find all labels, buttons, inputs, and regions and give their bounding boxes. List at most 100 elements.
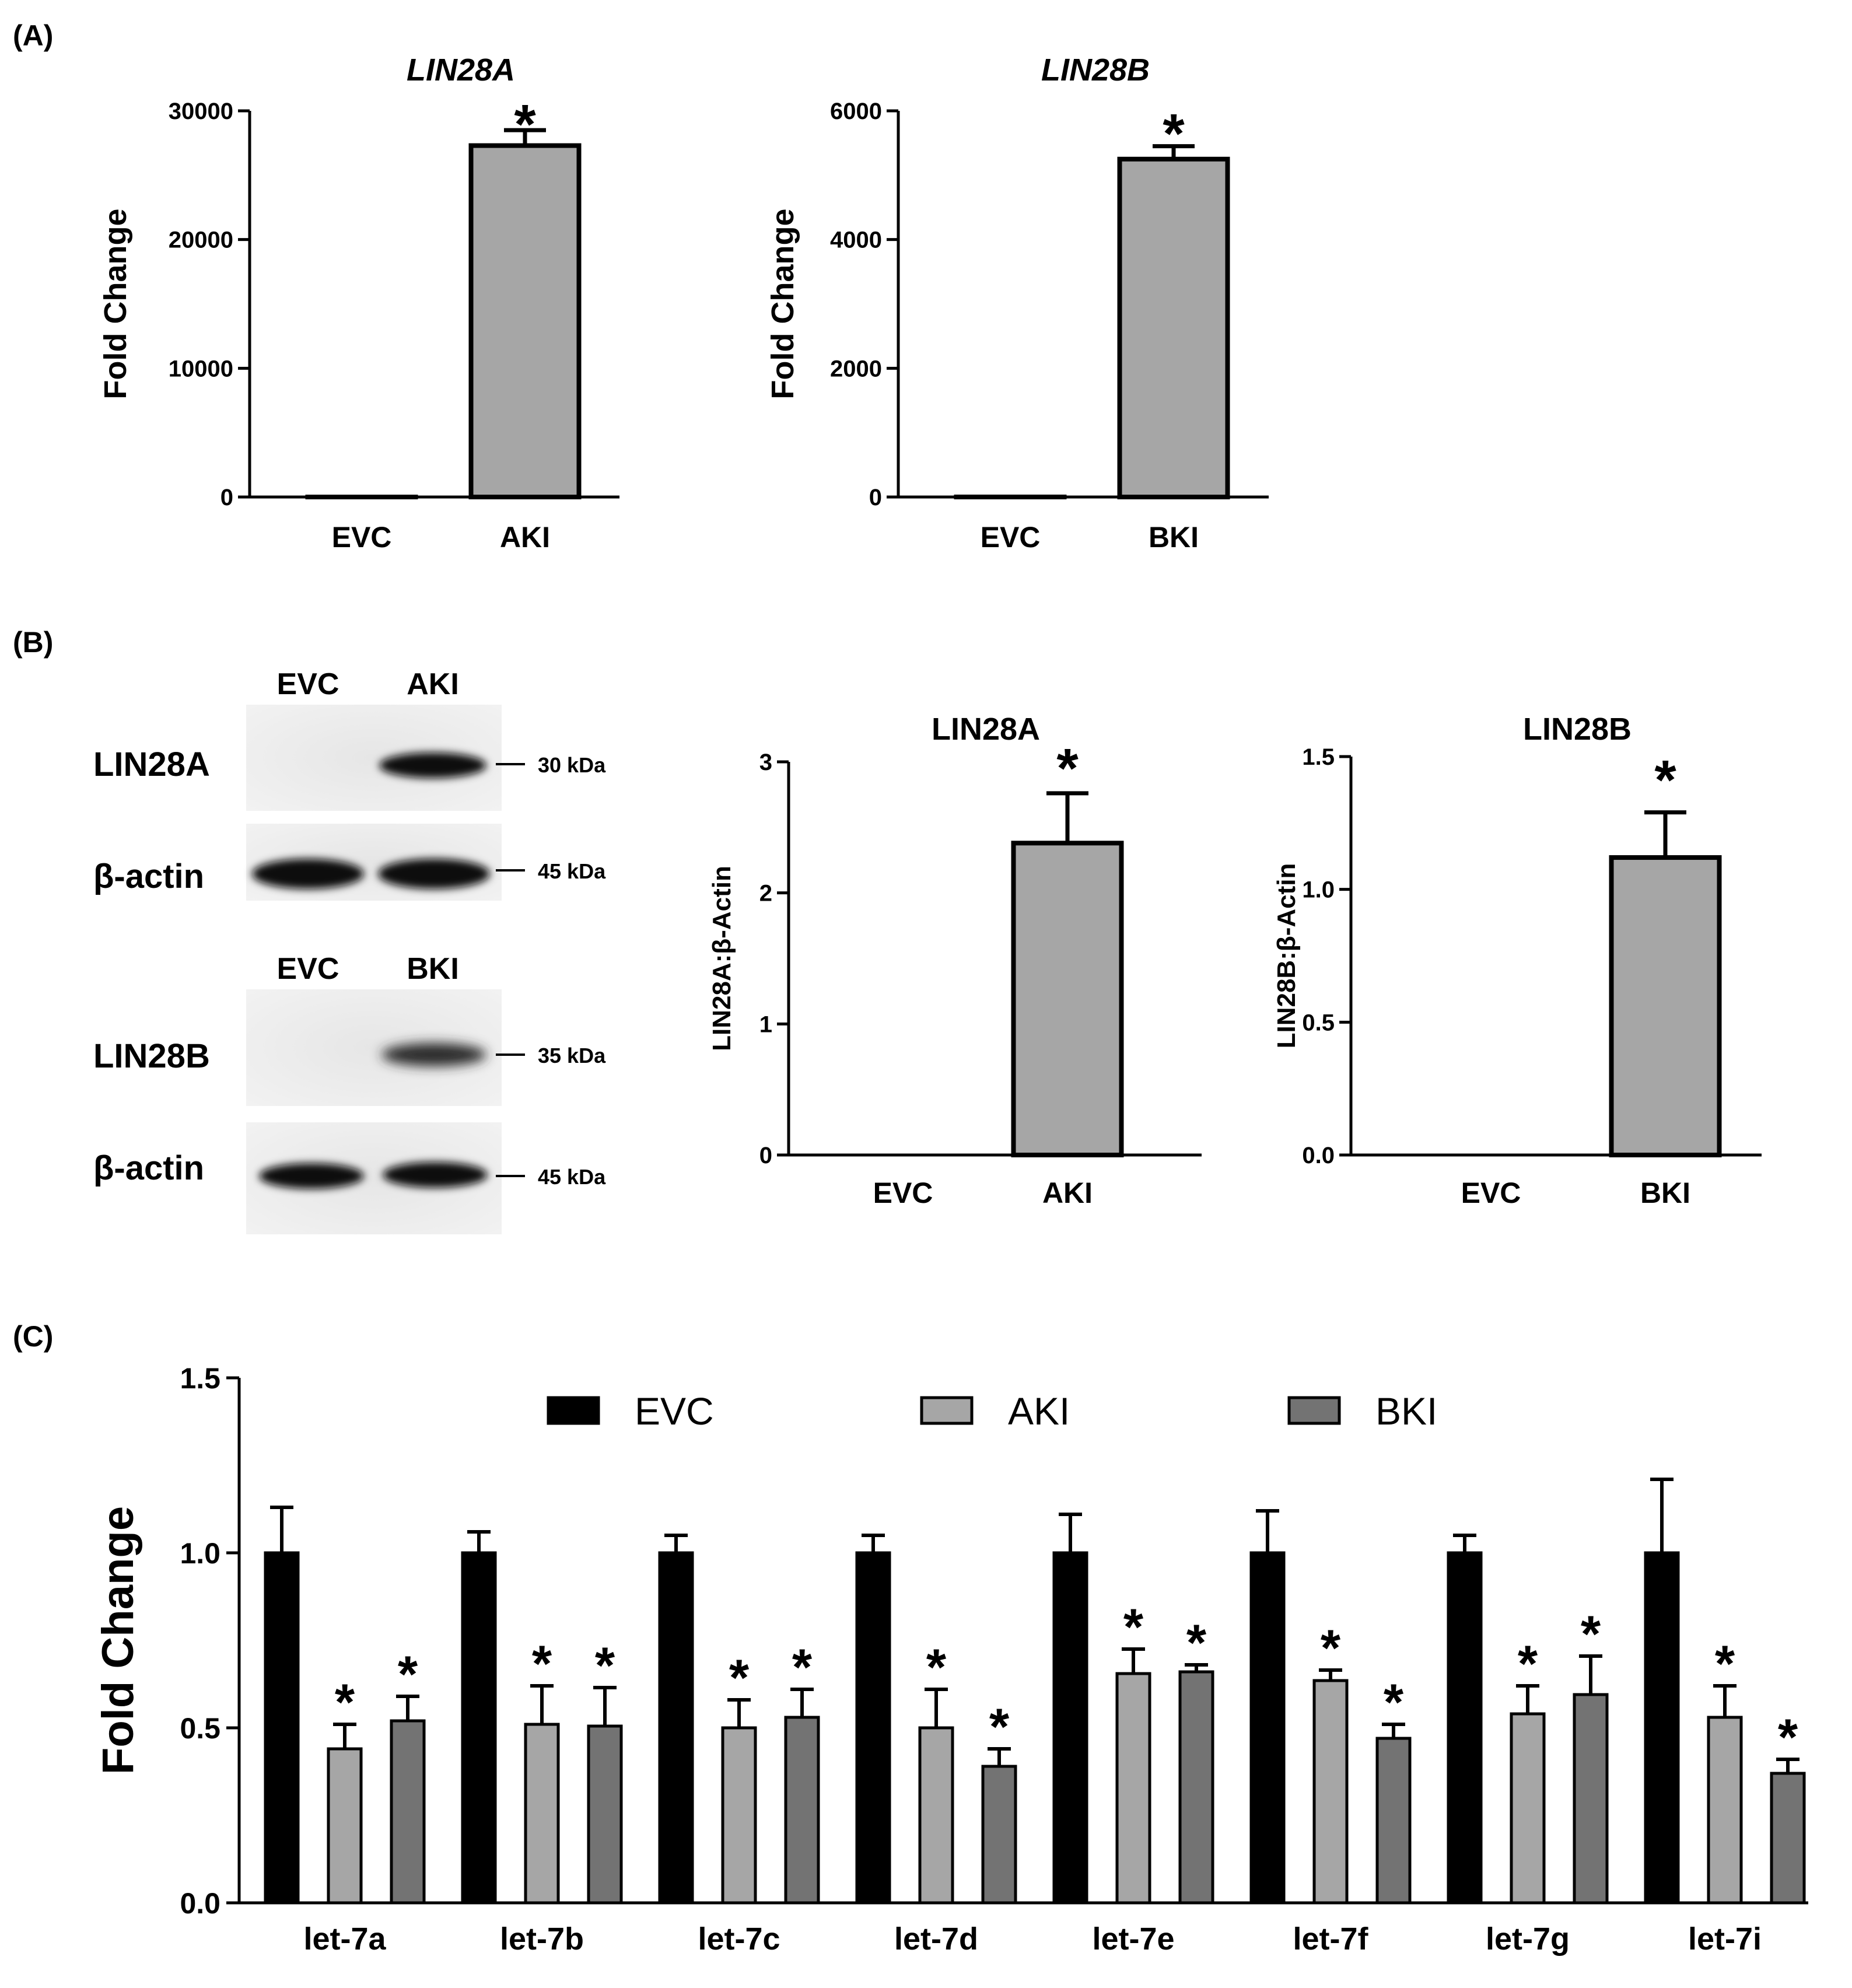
y-tick-label: 2000 [830, 356, 882, 382]
x-category-label: BKI [1640, 1177, 1690, 1209]
y-tick-label: 4000 [830, 228, 882, 253]
bar-bki [981, 1765, 1017, 1905]
blot-lane-label: EVC [277, 667, 339, 701]
significance-star: * [926, 1638, 947, 1696]
x-category-label: EVC [1461, 1177, 1521, 1209]
bar-bki [1178, 1670, 1214, 1905]
legend-swatch [547, 1396, 600, 1425]
chart-lin28b-protein: LIN28B LIN28B:β-Actin 0.0 0.5 1.0 1.5 EVC BKI * [1272, 712, 1762, 1209]
x-category-label: AKI [1042, 1177, 1093, 1209]
blot-band [379, 752, 486, 778]
y-tick-label: 0 [220, 485, 233, 510]
panel-label-a: (A) [13, 19, 53, 52]
x-category-label: let-7a [303, 1922, 386, 1957]
significance-star: * [1163, 103, 1185, 165]
y-tick-label: 1.0 [1302, 877, 1335, 903]
significance-star: * [514, 93, 536, 156]
blot-row-label: β-actin [93, 1149, 204, 1187]
bar-aki [524, 1723, 560, 1905]
bar-evc [461, 1551, 497, 1905]
significance-star: * [1715, 1634, 1735, 1692]
significance-star: * [595, 1636, 615, 1694]
x-category-label: EVC [981, 521, 1041, 554]
bar-evc [1644, 1551, 1680, 1905]
y-tick-label: 20000 [169, 228, 233, 253]
kda-label: 45 kDa [538, 1165, 606, 1189]
bar-aki [1115, 1672, 1151, 1905]
chart-title: LIN28B [1523, 712, 1632, 747]
blot-lane-label: EVC [277, 952, 339, 986]
y-tick-label: 10000 [169, 356, 233, 382]
bar-aki [327, 1747, 363, 1905]
legend-swatch [920, 1396, 974, 1425]
chart-title: LIN28A [407, 52, 515, 88]
significance-star: * [1384, 1673, 1404, 1731]
bar-aki [1510, 1712, 1546, 1905]
legend-label: BKI [1375, 1390, 1437, 1433]
bar-evc [658, 1551, 694, 1905]
y-tick-label: 1.5 [180, 1362, 220, 1395]
x-category-label: let-7i [1688, 1922, 1762, 1957]
western-blot-lin28a: EVC AKI LIN28A 30 kDa β-actin 45 kDa [93, 667, 606, 901]
significance-star: * [532, 1634, 552, 1692]
y-tick-label: 1.5 [1302, 744, 1335, 770]
y-tick-label: 1 [759, 1012, 772, 1037]
y-axis-label: Fold Change [765, 209, 800, 400]
y-tick-label: 0 [759, 1143, 772, 1168]
bar-evc [1249, 1551, 1286, 1905]
significance-star: * [1123, 1598, 1144, 1656]
panel-label-b: (B) [13, 626, 53, 659]
bar-bki [784, 1716, 820, 1905]
x-category-label: let-7c [698, 1922, 780, 1957]
y-tick-label: 0.0 [180, 1887, 220, 1920]
legend-label: EVC [635, 1390, 714, 1433]
bar-bki [1573, 1693, 1609, 1905]
significance-star: * [398, 1645, 418, 1703]
kda-label: 45 kDa [538, 859, 606, 883]
bar-bki [1375, 1737, 1412, 1905]
bar-aki [1707, 1716, 1743, 1905]
significance-star: * [1581, 1605, 1601, 1662]
bar [1609, 855, 1722, 1157]
bar-bki [1770, 1772, 1806, 1905]
blot-band [252, 859, 364, 889]
kda-label: 30 kDa [538, 753, 606, 777]
chart-title: LIN28B [1041, 52, 1150, 88]
bar-bki [390, 1719, 426, 1905]
blot-row-label: LIN28A [93, 746, 210, 783]
y-tick-label: 1.0 [180, 1537, 220, 1570]
bar-evc [855, 1551, 891, 1905]
blot-band [378, 859, 490, 889]
y-tick-label: 0.0 [1302, 1143, 1335, 1168]
blot-band [383, 1162, 488, 1188]
x-category-label: let-7f [1293, 1922, 1368, 1957]
bar-bki [587, 1724, 623, 1905]
panel-label-c: (C) [13, 1320, 53, 1353]
x-category-label: let-7e [1092, 1922, 1174, 1957]
chart-lin28a-mrna: LIN28A Fold Change 0 10000 20000 30000 EVC AKI * [98, 52, 619, 554]
y-axis-label: LIN28B:β-Actin [1272, 863, 1301, 1049]
x-category-label: BKI [1149, 521, 1199, 554]
y-tick-label: 0 [869, 485, 882, 510]
y-axis-label: Fold Change [93, 1506, 143, 1774]
chart-let7-fold-change: Fold Change 0.0 0.5 1.0 1.5 * * let-7a * * let-7b *… [93, 1362, 1808, 1957]
bar [1117, 156, 1230, 499]
x-category-label: let-7g [1486, 1922, 1570, 1957]
x-category-label: EVC [873, 1177, 933, 1209]
kda-label: 35 kDa [538, 1044, 606, 1068]
blot-lane-label: AKI [407, 667, 459, 701]
significance-star: * [335, 1673, 355, 1731]
bar [468, 143, 582, 499]
y-tick-label: 30000 [169, 99, 233, 124]
significance-star: * [729, 1648, 750, 1706]
legend-swatch [1287, 1396, 1341, 1425]
y-axis-label: LIN28A:β-Actin [708, 866, 736, 1051]
bar [1011, 841, 1124, 1157]
bar-aki [721, 1726, 757, 1905]
y-tick-label: 2 [759, 881, 772, 907]
bar-evc [1447, 1551, 1483, 1905]
significance-star: * [1518, 1634, 1538, 1692]
blot-band [259, 1163, 364, 1189]
x-category-label: let-7d [894, 1922, 978, 1957]
